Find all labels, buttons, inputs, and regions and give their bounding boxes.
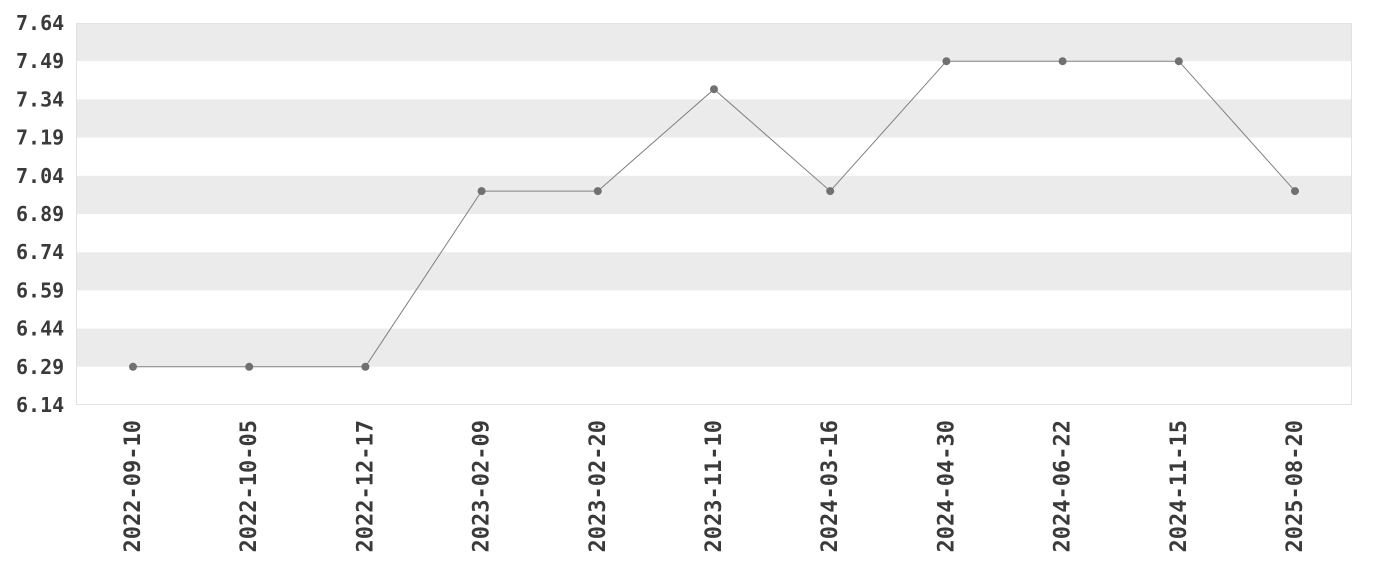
data-point (245, 362, 254, 371)
grid-bands (76, 23, 1352, 405)
grid-band (76, 252, 1352, 291)
data-point (1058, 57, 1067, 66)
y-tick-label: 6.44 (16, 317, 64, 341)
x-tick-label: 2024-04-30 (934, 420, 959, 552)
grid-band (76, 61, 1352, 100)
series-points (129, 57, 1299, 371)
x-tick-label: 2023-11-10 (702, 420, 727, 552)
x-tick-label: 2022-12-17 (353, 420, 378, 552)
grid-band (76, 214, 1352, 253)
x-tick-label: 2022-10-05 (237, 420, 262, 552)
x-tick-label: 2022-09-10 (121, 420, 146, 552)
x-tick-label: 2023-02-20 (586, 420, 611, 552)
y-tick-label: 6.74 (16, 240, 64, 264)
y-tick-label: 6.29 (16, 355, 64, 379)
grid-band (76, 328, 1352, 367)
plot-frame (76, 23, 1352, 405)
x-tick-label: 2024-06-22 (1051, 420, 1076, 552)
data-point (477, 187, 486, 196)
x-tick-label: 2024-03-16 (818, 420, 843, 552)
x-tick-label: 2023-02-09 (470, 420, 495, 552)
grid-band (76, 99, 1352, 138)
grid-band (76, 290, 1352, 329)
data-point (1174, 57, 1183, 66)
data-point (593, 187, 602, 196)
grid-band (76, 175, 1352, 214)
data-point (1291, 187, 1299, 196)
data-point (710, 85, 718, 94)
data-point (942, 57, 951, 66)
data-point (826, 187, 835, 196)
x-tick-label: 2024-11-15 (1167, 420, 1192, 552)
x-tick-label: 2025-08-20 (1283, 420, 1308, 552)
y-tick-label: 7.34 (16, 87, 64, 111)
data-point (361, 362, 370, 371)
y-axis-ticks: 6.14 6.29 6.44 6.59 6.74 6.89 7.04 7.19 7.34 7.49… (16, 11, 64, 417)
grid-band (76, 137, 1352, 176)
grid-band (76, 366, 1352, 405)
y-tick-label: 7.64 (16, 11, 64, 35)
x-axis-ticks: 2022-09-10 2022-10-05 2022-12-17 2023-02-09… (121, 420, 1308, 552)
data-point (129, 362, 137, 371)
y-tick-label: 6.59 (16, 278, 64, 302)
grid-band (76, 23, 1352, 62)
y-tick-label: 7.19 (16, 126, 64, 150)
y-tick-label: 7.49 (16, 49, 64, 73)
y-tick-label: 7.04 (16, 164, 64, 188)
y-tick-label: 6.14 (16, 393, 64, 417)
y-tick-label: 6.89 (16, 202, 64, 226)
plot-border (76, 23, 1352, 405)
